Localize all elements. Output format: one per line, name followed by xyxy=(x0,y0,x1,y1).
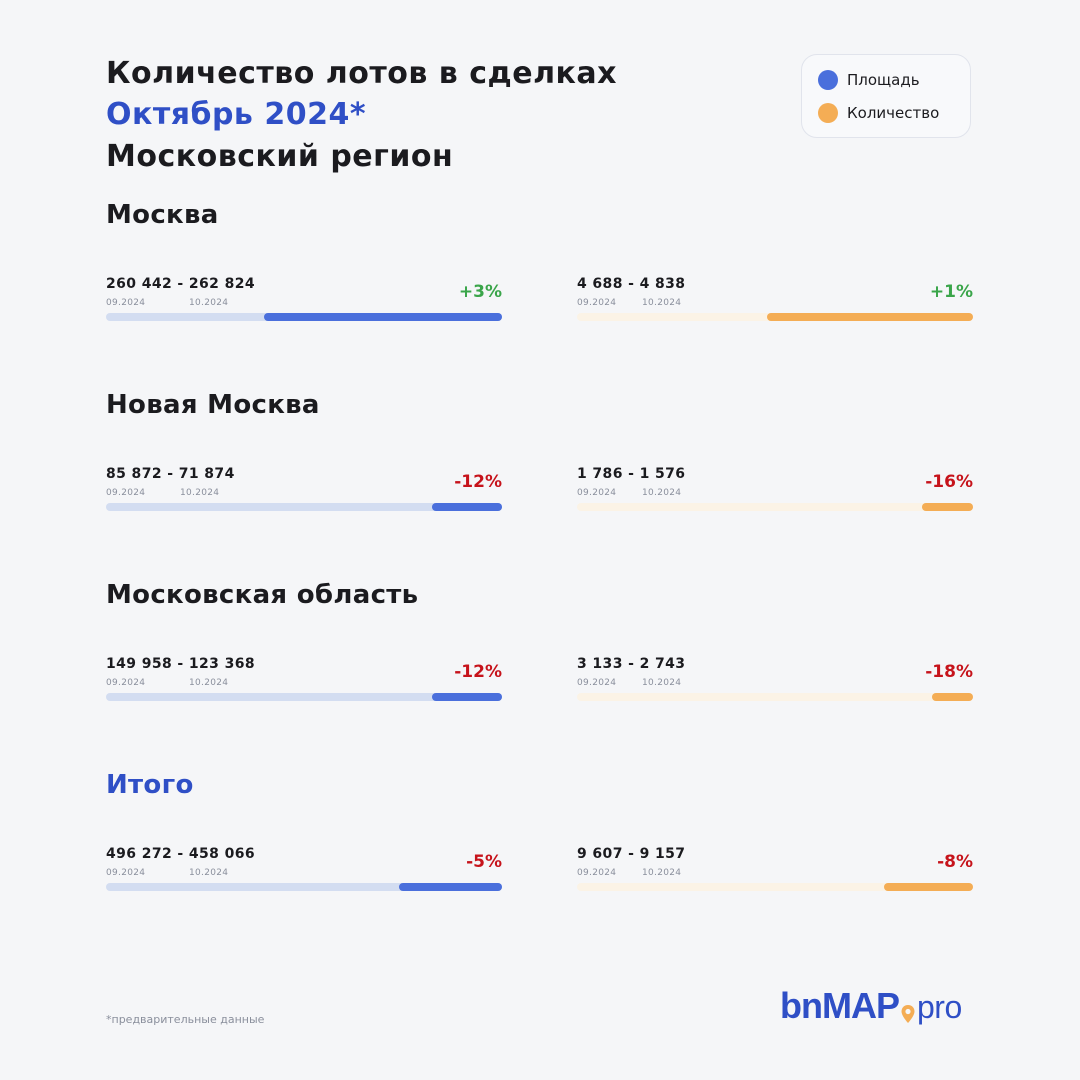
period-label: 10.2024 xyxy=(189,678,229,688)
legend-item-count: Количество xyxy=(818,102,939,124)
area-bar-track xyxy=(106,693,502,701)
count-panel: 1 786 - 1 576 09.2024 10.2024 -16% xyxy=(577,466,973,526)
count-panel: 9 607 - 9 157 09.2024 10.2024 -8% xyxy=(577,846,973,906)
area-bar-track xyxy=(106,503,502,511)
count-panel: 3 133 - 2 743 09.2024 10.2024 -18% xyxy=(577,656,973,716)
count-range-value: 1 786 - 1 576 xyxy=(577,466,686,482)
area-range-value: 260 442 - 262 824 xyxy=(106,276,256,292)
count-range-value: 9 607 - 9 157 xyxy=(577,846,686,862)
period-label: 10.2024 xyxy=(189,298,229,308)
map-pin-icon xyxy=(901,1005,915,1023)
area-range-value: 149 958 - 123 368 xyxy=(106,656,256,672)
area-panel: 496 272 - 458 066 09.2024 10.2024 -5% xyxy=(106,846,502,906)
period-label: 09.2024 xyxy=(106,868,146,878)
area-change-percent: -12% xyxy=(454,662,502,682)
period-label: 10.2024 xyxy=(642,298,682,308)
count-bar-fill xyxy=(932,693,973,701)
period-label: 09.2024 xyxy=(577,868,617,878)
period-label: 09.2024 xyxy=(577,678,617,688)
period-label: 10.2024 xyxy=(189,868,229,878)
title-line-1: Количество лотов в сделках xyxy=(106,56,618,91)
period-label: 09.2024 xyxy=(577,298,617,308)
period-label: 10.2024 xyxy=(642,488,682,498)
count-bar-track xyxy=(577,313,973,321)
period-label: 09.2024 xyxy=(106,298,146,308)
count-bar-fill xyxy=(767,313,973,321)
area-bar-fill xyxy=(264,313,502,321)
area-panel: 260 442 - 262 824 09.2024 10.2024 +3% xyxy=(106,276,502,336)
area-panel: 85 872 - 71 874 09.2024 10.2024 -12% xyxy=(106,466,502,526)
section-title: Москва xyxy=(106,200,219,230)
area-bar-track xyxy=(106,883,502,891)
count-bar-track xyxy=(577,503,973,511)
count-bar-track xyxy=(577,693,973,701)
count-change-percent: +1% xyxy=(929,282,973,302)
legend-label-area: Площадь xyxy=(847,71,920,89)
period-label: 09.2024 xyxy=(106,678,146,688)
legend-item-area: Площадь xyxy=(818,69,920,91)
logo-text-pro: pro xyxy=(916,989,962,1025)
count-range-value: 3 133 - 2 743 xyxy=(577,656,686,672)
count-range-value: 4 688 - 4 838 xyxy=(577,276,686,292)
period-label: 09.2024 xyxy=(106,488,146,498)
area-range-value: 496 272 - 458 066 xyxy=(106,846,256,862)
bnmap-logo: bn MAP pro xyxy=(780,985,962,1033)
period-label: 10.2024 xyxy=(642,678,682,688)
area-change-percent: -5% xyxy=(466,852,502,872)
count-bar-track xyxy=(577,883,973,891)
section-title: Итого xyxy=(106,770,194,800)
title-line-2: Октябрь 2024* xyxy=(106,97,367,132)
legend-dot-count xyxy=(818,103,838,123)
title-line-3: Московский регион xyxy=(106,139,454,174)
count-panel: 4 688 - 4 838 09.2024 10.2024 +1% xyxy=(577,276,973,336)
logo-text-bn: bn xyxy=(780,985,823,1026)
section-title: Московская область xyxy=(106,580,419,610)
count-change-percent: -16% xyxy=(925,472,973,492)
count-bar-fill xyxy=(884,883,973,891)
section-title: Новая Москва xyxy=(106,390,320,420)
area-range-value: 85 872 - 71 874 xyxy=(106,466,235,482)
legend-label-count: Количество xyxy=(847,104,940,122)
count-bar-fill xyxy=(922,503,973,511)
area-bar-fill xyxy=(432,693,502,701)
area-panel: 149 958 - 123 368 09.2024 10.2024 -12% xyxy=(106,656,502,716)
area-change-percent: -12% xyxy=(454,472,502,492)
period-label: 10.2024 xyxy=(180,488,220,498)
count-change-percent: -18% xyxy=(925,662,973,682)
footnote: *предварительные данные xyxy=(106,1013,265,1026)
legend: Площадь Количество xyxy=(801,54,971,138)
area-bar-track xyxy=(106,313,502,321)
period-label: 10.2024 xyxy=(642,868,682,878)
legend-dot-area xyxy=(818,70,838,90)
period-label: 09.2024 xyxy=(577,488,617,498)
area-bar-fill xyxy=(432,503,502,511)
count-change-percent: -8% xyxy=(937,852,973,872)
area-change-percent: +3% xyxy=(458,282,502,302)
area-bar-fill xyxy=(399,883,502,891)
logo-text-map: MAP xyxy=(821,985,900,1026)
